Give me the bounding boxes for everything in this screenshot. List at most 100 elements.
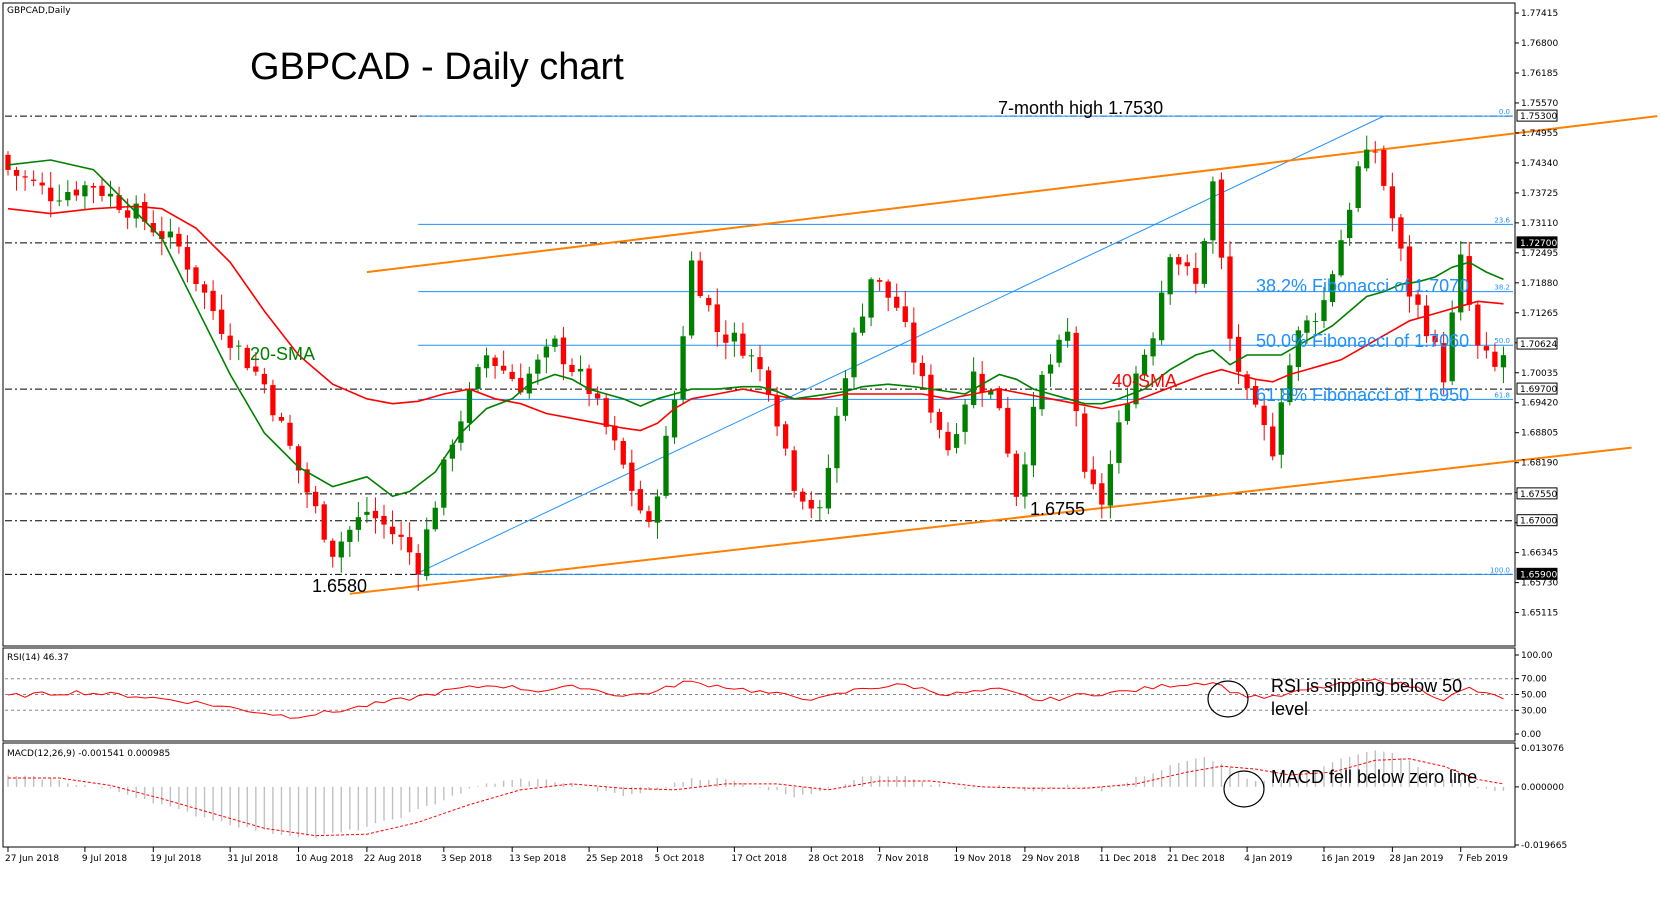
candle-down [116,195,122,210]
date-tick-label: 19 Nov 2018 [954,854,1012,864]
annotation-20-sma: 20-SMA [250,344,315,364]
candle-down [936,411,943,430]
candle-down [1235,336,1242,372]
candle-up [953,434,960,448]
candle-down [911,322,917,363]
price-tick-label: 1.73110 [1521,219,1558,229]
price-level-box [1516,514,1558,527]
rsi-highlight-circle [1207,680,1249,718]
macd-signal-line [8,758,1504,837]
candle-down [321,504,327,540]
candle-down [304,469,310,493]
fib-ratio-label-23.6: 23.6 [1494,216,1510,224]
candle-down [398,534,404,537]
candle-up [1329,274,1336,302]
channel-lower-line [349,446,1632,595]
candle-down [919,362,926,377]
candle-up [432,507,438,530]
candle-down [1218,179,1225,258]
candle-down [312,491,319,507]
candle-up [236,345,242,347]
candle-down [800,491,806,502]
candle-up [859,316,866,333]
candle-down [278,416,285,421]
candle-up [1064,331,1071,341]
candle-down [142,201,148,222]
candle-down [612,425,618,441]
macd-note: MACD fell below zero line [1271,767,1477,787]
candle-down [979,373,985,393]
candle-up [851,332,857,378]
candle-down [159,231,165,240]
candle-up [577,368,584,372]
candle-down [902,306,908,322]
candle-down [287,422,293,446]
candle-down [1381,149,1387,186]
candle-down [500,365,507,371]
candle-up [1022,464,1028,497]
price-tick-label: 1.70035 [1521,369,1558,379]
candle-down [124,210,131,218]
macd-panel-frame [2,742,1516,848]
candle-up [535,359,541,374]
candle-down [1252,385,1259,405]
annotation-7-month-high: 7-month high 1.7530 [998,98,1163,118]
candle-down [193,267,199,285]
candle-down [1492,351,1498,367]
date-tick-label: 5 Oct 2018 [654,854,704,864]
candle-up [1167,257,1173,295]
price-tick-label: 1.68190 [1521,459,1558,469]
channel-upper-line [366,115,1658,274]
candle-down [227,335,233,348]
candle-up [1355,166,1361,209]
candle-down [99,185,105,196]
candle-down [1270,426,1276,457]
price-tick-label: 1.76185 [1521,69,1558,79]
candle-down [406,537,413,553]
fib-ratio-label-38.2: 38.2 [1494,284,1510,292]
price-level-label: 1.69700 [1520,385,1557,395]
date-tick-label: 22 Aug 2018 [364,854,422,864]
candle-down [184,247,191,270]
candle-down [73,189,80,196]
price-level-label: 1.65900 [1520,570,1557,580]
symbol-label: GBPCAD,Daily [7,6,71,16]
annotation-low-1-6580: 1.6580 [312,576,367,596]
candle-down [389,526,396,535]
candle-up [834,415,840,469]
macd-tick-label: -0.019665 [1521,841,1567,851]
price-tick-label: 1.65115 [1521,609,1558,619]
candle-down [244,347,250,369]
candle-down [1244,374,1250,389]
candle-down [270,385,276,416]
candle-down [1398,217,1404,249]
candle-down [381,515,387,525]
macd-tick-label: 0.013076 [1521,744,1564,754]
fib-ratio-label-50.0: 50.0 [1494,337,1510,345]
price-tick-label: 1.65730 [1521,579,1558,589]
fib-ratio-label-100.0: 100.0 [1490,566,1510,574]
candle-up [424,529,430,577]
sma40-line [7,205,1504,432]
candle-down [1227,256,1233,339]
candle-up [82,185,88,197]
candle-down [30,179,37,181]
candle-up [1458,254,1464,313]
date-tick-label: 25 Sep 2018 [586,854,643,864]
candle-down [637,489,644,511]
price-panel-frame [2,2,1516,647]
candle-up [1133,373,1139,405]
price-level-box [1516,337,1558,350]
rsi-tick-label: 30.00 [1521,706,1547,716]
candle-up [1449,312,1455,382]
price-tick-label: 1.66345 [1521,549,1558,559]
candle-down [603,398,609,427]
candle-down [791,450,797,491]
rsi-line [7,678,1504,719]
candle-up [731,332,738,342]
candle-down [1005,407,1011,454]
candle-up [338,541,344,558]
candle-up [364,511,370,515]
date-tick-label: 13 Sep 2018 [509,854,566,864]
